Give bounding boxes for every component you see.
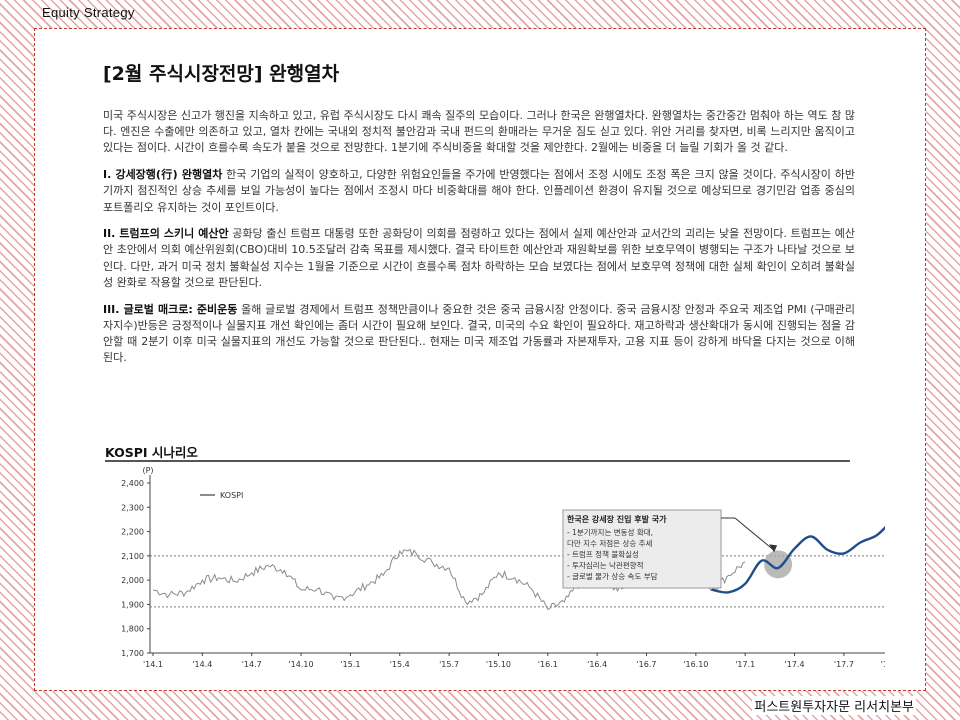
annotation-title: 한국은 강세장 진입 후발 국가	[567, 514, 667, 524]
x-tick-label: '15.4	[390, 660, 410, 669]
kospi-chart: (P) 2,400 2,300 2,200 2,100 2,000 1,900 1,800 1,…	[121, 466, 885, 669]
annotation-line: - 1분기까지는 변동성 확대,	[567, 527, 653, 537]
x-tick-label: '15.7	[439, 660, 459, 669]
y-tick-label: 1,700	[121, 649, 144, 658]
y-tick-label: 1,800	[121, 625, 144, 634]
content-panel: [2월 주식시장전망] 완행열차 미국 주식시장은 신고가 행진을 지속하고 있…	[34, 28, 926, 691]
paragraph-section-2: II. 트럼프의 스키니 예산안 공화당 출신 트럼프 대통령 또한 공화당이 …	[103, 226, 855, 291]
x-tick-label: '16.4	[587, 660, 607, 669]
paragraph-intro: 미국 주식시장은 신고가 행진을 지속하고 있고, 유럽 주식시장도 다시 쾌속…	[103, 108, 855, 157]
legend-label: KOSPI	[220, 491, 243, 500]
y-tick-label: 2,300	[121, 503, 144, 512]
x-tick-label: '16.7	[636, 660, 656, 669]
paragraph-section-1: I. 강세장행(行) 완행열차 한국 기업의 실적이 양호하고, 다양한 위험요…	[103, 167, 855, 216]
series-scenario-line	[711, 526, 885, 594]
paragraph-text: 미국 주식시장은 신고가 행진을 지속하고 있고, 유럽 주식시장도 다시 쾌속…	[103, 109, 855, 155]
section-heading: II. 트럼프의 스키니 예산안	[103, 227, 229, 241]
x-tick-label: '15.1	[340, 660, 360, 669]
y-tick-label: 2,000	[121, 576, 144, 585]
x-tick-label: '15.10	[486, 660, 511, 669]
x-tick-label: '17.7	[834, 660, 854, 669]
x-tick-label: '14.1	[143, 660, 163, 669]
annotation-line: - 트럼프 정책 불확실성	[567, 549, 639, 559]
paragraph-text: 공화당 출신 트럼프 대통령 또한 공화당이 의회를 점령하고 있다는 점에서 …	[103, 227, 856, 289]
section-label: Equity Strategy	[42, 5, 135, 20]
paragraph-text: 올해 글로벌 경제에서 트럼프 정책만큼이나 중요한 것은 중국 금융시장 안정…	[103, 302, 855, 365]
x-tick-label: '14.7	[242, 660, 262, 669]
y-tick-label: 1,900	[121, 600, 144, 609]
highlight-marker	[764, 550, 793, 579]
x-tick-label: '14.4	[192, 660, 212, 669]
x-tick-label: '16.1	[538, 660, 558, 669]
chart-title-rule	[105, 460, 850, 462]
annotation-line: - 글로벌 물가 상승 속도 부담	[567, 571, 658, 581]
paragraph-section-3: III. 글로벌 매크로: 준비운동 올해 글로벌 경제에서 트럼프 정책만큼이…	[103, 302, 855, 367]
x-tick-label: '17.4	[785, 660, 805, 669]
annotation-line: - 투자심리는 낙관편향적	[567, 560, 643, 570]
annotation-arrowhead	[769, 544, 778, 553]
x-tick-label: '16.10	[683, 660, 708, 669]
y-tick-label: 2,200	[121, 528, 144, 537]
page-title: [2월 주식시장전망] 완행열차	[103, 63, 340, 85]
body-text: 미국 주식시장은 신고가 행진을 지속하고 있고, 유럽 주식시장도 다시 쾌속…	[103, 108, 855, 377]
annotation-pointer	[734, 517, 775, 551]
footer-label: 퍼스트원투자자문 리서치본부	[752, 696, 916, 715]
y-tick-label: 2,400	[121, 479, 144, 488]
annotation-box	[562, 509, 722, 589]
chart-title: KOSPI 시나리오	[105, 445, 198, 460]
y-tick-label: 2,100	[121, 552, 144, 561]
section-heading: I. 강세장행(行) 완행열차	[103, 168, 223, 182]
x-tick-label: '14.10	[288, 660, 313, 669]
x-tick-label: '17.1	[735, 660, 755, 669]
annotation-line: 다만 지수 저점은 상승 추세	[567, 538, 653, 548]
section-heading: III. 글로벌 매크로: 준비운동	[103, 302, 238, 316]
y-axis-unit: (P)	[142, 466, 153, 475]
x-tick-label: '17.10	[881, 660, 885, 669]
paragraph-text: 한국 기업의 실적이 양호하고, 다양한 위험요인들을 주가에 반영했다는 점에…	[103, 168, 855, 214]
